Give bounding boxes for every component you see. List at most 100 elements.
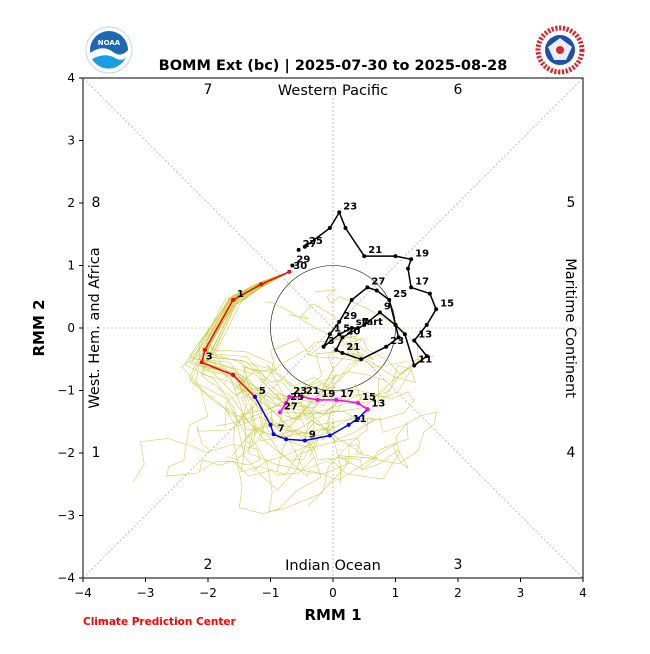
observed-day-label: 23 (390, 336, 404, 347)
chart-title: BOMM Ext (bc) | 2025-07-30 to 2025-08-28 (159, 58, 508, 74)
y-tick-label: −2 (57, 446, 75, 460)
segment-3-point (334, 397, 339, 402)
observed-point (362, 322, 367, 327)
observed-point (356, 326, 360, 330)
observed-point (434, 307, 439, 312)
segment-1-point (231, 297, 235, 302)
segment-3-point (299, 394, 304, 399)
ensemble-member-line (201, 271, 331, 491)
observed-point (409, 285, 414, 290)
ensemble-member-line (200, 271, 364, 475)
observed-point (296, 247, 301, 252)
ensemble-member-line (189, 271, 357, 424)
y-tick-label: −4 (57, 571, 75, 585)
phase-label-3: 3 (454, 557, 463, 573)
svg-text:NOAA: NOAA (98, 39, 121, 47)
observed-day-label: 25 (309, 236, 323, 247)
observed-line (304, 210, 437, 367)
x-tick-label: 3 (517, 586, 525, 600)
segment-3-point (356, 401, 360, 405)
segment-2-day-label: 7 (278, 423, 285, 434)
phase-label-8: 8 (92, 195, 101, 211)
footer-credit: Climate Prediction Center (83, 616, 236, 628)
observed-point (374, 288, 379, 293)
y-tick-label: −3 (57, 509, 75, 523)
phase-label-7: 7 (204, 82, 213, 98)
ensemble-member-line (193, 271, 419, 415)
segment-3-day-label: 19 (321, 389, 335, 400)
segment-2-point (302, 438, 307, 443)
observed-day-label: 25 (393, 289, 407, 300)
segment-1-day-label: 1 (237, 289, 244, 300)
observed-point (384, 344, 389, 349)
ensemble-member-line (188, 271, 378, 473)
y-tick-label: 0 (67, 321, 75, 335)
y-tick-label: 4 (67, 71, 75, 85)
segment-2-point (284, 437, 289, 442)
segment-2-point (271, 432, 276, 437)
ensemble-member-line (188, 271, 409, 484)
observed-day-label: 5 (343, 323, 350, 334)
segment-1-day-label: 5 (259, 386, 266, 397)
segment-2-day-label: 9 (309, 430, 316, 441)
observed-point (343, 226, 348, 230)
region-label-top: Western Pacific (278, 83, 388, 99)
y-tick-label: 1 (67, 259, 75, 273)
observed-point (365, 285, 370, 290)
phase-label-6: 6 (454, 82, 463, 98)
segment-2-day-label: 13 (371, 398, 385, 409)
phase-label-4: 4 (567, 445, 576, 461)
nws-logo (535, 25, 585, 75)
phase-label-2: 2 (204, 557, 213, 573)
ensemble-member-line (206, 271, 435, 420)
segment-1-series: 30 1 3 5 (199, 261, 307, 399)
segment-1-day-label: 3 (206, 351, 213, 362)
segment-3-point (287, 394, 292, 399)
observed-day-label: 17 (415, 276, 429, 287)
observed-point (406, 266, 410, 271)
observed-point (340, 335, 345, 340)
observed-day-label: 29 (296, 255, 310, 266)
observed-point (349, 326, 354, 330)
x-tick-label: −2 (199, 586, 217, 600)
observed-day-label: 21 (368, 245, 382, 256)
observed-point (327, 226, 332, 230)
observed-point (402, 332, 407, 337)
observed-day-label: 27 (303, 239, 317, 250)
observed-point (340, 351, 345, 355)
segment-3-day-label: 25 (290, 392, 304, 403)
noaa-logo: NOAA (85, 26, 133, 74)
segment-1-point (259, 282, 264, 287)
segment-1-point (287, 269, 292, 274)
observed-day-label: start (356, 317, 383, 328)
segment-2-point (327, 433, 332, 438)
observed-point (321, 344, 326, 349)
ensemble-member-line (202, 271, 315, 461)
segment-3-point (365, 407, 370, 412)
observed-day-label: 29 (343, 311, 357, 322)
observed-point (396, 335, 401, 340)
x-tick-label: −1 (262, 586, 280, 600)
observed-point (337, 332, 342, 337)
observed-day-label: 27 (371, 276, 385, 287)
y-tick-label: −1 (57, 384, 75, 398)
ensemble-member-line (195, 271, 376, 512)
observed-point (302, 244, 307, 249)
segment-3-point (315, 397, 320, 402)
observed-point (387, 297, 392, 302)
segment-2-point (268, 422, 273, 427)
observed-point (334, 347, 339, 352)
observed-point (362, 254, 367, 259)
segment-2-point (252, 394, 257, 399)
x-tick-label: 4 (579, 586, 587, 600)
diagonal-line-2 (82, 77, 584, 579)
observed-point (412, 338, 417, 343)
x-tick-label: 2 (454, 586, 462, 600)
observed-day-label: 9 (384, 301, 391, 312)
observed-day-label: 15 (440, 298, 454, 309)
observed-day-label: 21 (346, 342, 360, 353)
